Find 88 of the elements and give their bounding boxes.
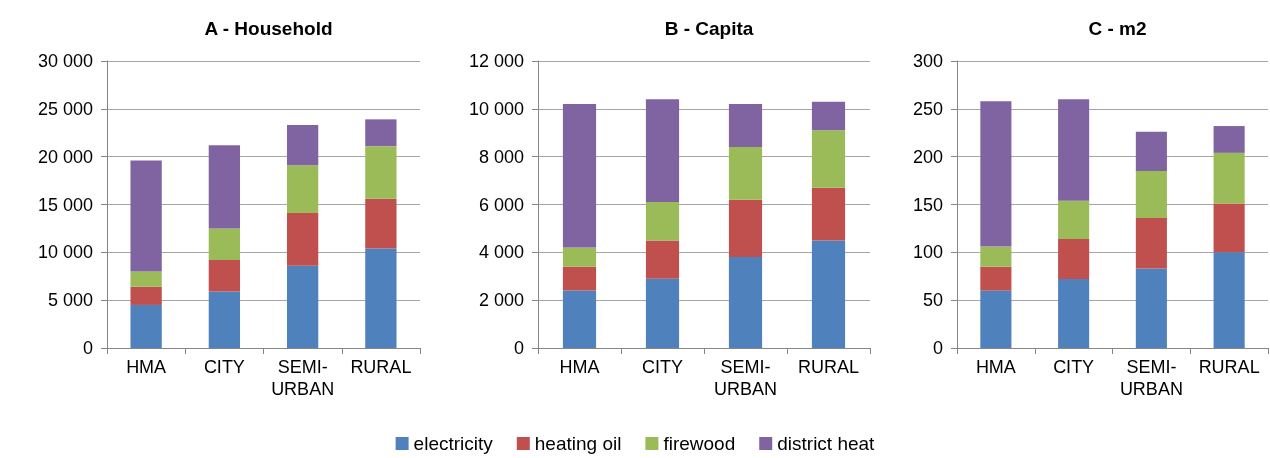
y-tick-label: 30 000 [37,51,93,71]
y-tick-label: 10 000 [468,98,524,119]
bar [811,187,846,241]
bar [208,259,241,292]
bar [562,290,597,348]
bar [645,99,680,203]
bar [980,290,1012,348]
y-tick-label: 250 [912,98,943,119]
y-tick-label: 5 000 [47,290,93,311]
y-tick-label: 0 [932,338,943,358]
bar [130,304,162,348]
bar [1135,268,1167,348]
y-tick-label: 0 [82,338,93,358]
x-tick-label: RURAL [350,357,412,377]
bar [728,199,763,258]
x-tick-label: CITY [1053,357,1095,377]
bar [130,271,162,287]
bar [365,119,397,147]
y-tick-label: 10 000 [37,242,93,263]
bar [645,240,680,279]
bar [1058,279,1090,348]
x-tick-label: CITY [641,357,684,377]
bar [130,160,162,272]
y-tick-label: 15 000 [37,194,93,215]
x-tick-label: SEMI-URBAN [271,357,335,399]
bar [811,240,846,348]
bar [208,291,241,348]
bar [208,145,241,229]
y-tick-label: 4 000 [478,242,524,263]
bar [562,247,597,267]
bar [286,265,319,348]
bar [286,213,319,266]
y-tick-label: 2 000 [478,290,524,311]
bar [286,125,319,166]
y-tick-label: 200 [912,146,943,167]
chart-title: C - m2 [1088,18,1147,39]
bar [286,165,319,214]
bar [562,104,597,248]
bar [365,248,397,348]
bar [811,130,846,188]
y-tick-label: 100 [912,242,943,263]
bar [1213,203,1245,253]
bar [1213,152,1245,204]
bar [365,146,397,199]
y-tick-label: 150 [912,194,943,215]
bar [1135,131,1167,172]
bar [208,228,241,260]
bar [365,198,397,249]
bar [728,104,763,148]
x-tick-label: RURAL [1198,357,1260,377]
y-tick-label: 50 [922,290,943,311]
legend-label: heating oil [534,433,622,454]
legend-label: electricity [413,433,494,454]
chart-title: A - Household [204,18,333,39]
bar [645,202,680,241]
bar [1213,126,1245,153]
x-tick-label: SEMI-URBAN [1119,357,1183,399]
bar [1135,217,1167,269]
bar [811,101,846,131]
x-tick-label: HMA [559,357,600,377]
legend-label: firewood [663,433,736,454]
bar [728,257,763,348]
chart-title: B - Capita [664,18,754,39]
y-tick-label: 20 000 [37,146,93,167]
x-tick-label: RURAL [797,357,860,377]
bar [130,286,162,305]
y-tick-label: 12 000 [468,51,524,71]
x-tick-label: HMA [975,357,1016,377]
y-tick-label: 6 000 [478,194,524,215]
x-tick-label: SEMI-URBAN [713,357,778,399]
bar [980,266,1012,291]
bar [645,278,680,348]
bar [1058,238,1090,280]
bar [980,101,1012,247]
y-tick-label: 8 000 [478,146,524,167]
y-tick-label: 0 [513,338,524,358]
bar [1058,200,1090,239]
bar [1135,171,1167,218]
x-tick-label: CITY [203,357,245,377]
x-tick-label: HMA [126,357,167,377]
bar [562,266,597,291]
y-tick-label: 25 000 [37,98,93,119]
bar [1213,252,1245,348]
legend-label: district heat [777,433,876,454]
y-tick-label: 300 [912,51,943,71]
bar [728,147,763,200]
bar [980,246,1012,267]
bar [1058,99,1090,201]
